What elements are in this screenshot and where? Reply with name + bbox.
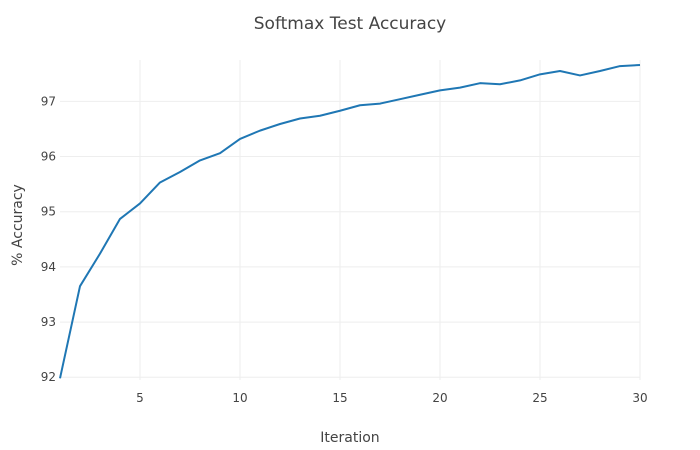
y-tick-label: 92 <box>41 370 56 384</box>
y-tick-label: 97 <box>41 94 56 108</box>
y-tick-label: 94 <box>41 260 56 274</box>
x-axis-label: Iteration <box>320 430 379 446</box>
y-axis-ticks: 92 93 94 95 96 97 <box>41 94 56 384</box>
x-tick-label: 30 <box>632 391 647 405</box>
grid-layer <box>60 60 641 380</box>
x-tick-label: 5 <box>136 391 144 405</box>
chart-title: Softmax Test Accuracy <box>254 14 446 34</box>
x-tick-label: 10 <box>232 391 247 405</box>
series-layer <box>59 63 641 379</box>
x-tick-label: 15 <box>332 391 347 405</box>
series-line-0 <box>59 63 641 379</box>
y-tick-label: 95 <box>41 205 56 219</box>
y-tick-label: 93 <box>41 315 56 329</box>
y-axis-label: % Accuracy <box>10 184 26 266</box>
y-tick-label: 96 <box>41 150 56 164</box>
x-tick-label: 20 <box>432 391 447 405</box>
x-axis-ticks: 5 10 15 20 25 30 <box>136 391 647 405</box>
x-tick-label: 25 <box>532 391 547 405</box>
